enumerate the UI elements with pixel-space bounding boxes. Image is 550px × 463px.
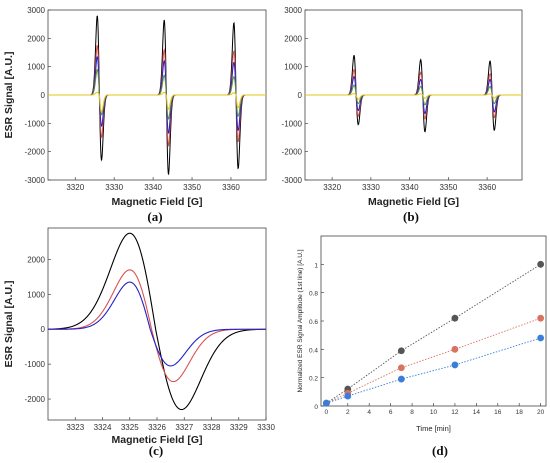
panel-a-label: (a) [147,209,162,224]
x-tick-label-d: 10 [430,409,438,416]
panel-c-label: (c) [149,443,163,458]
x-tick-label-a: 3350 [183,183,201,192]
panel-b-label: (b) [403,209,419,224]
x-tick-label-d: 16 [494,409,502,416]
series-group-c [48,232,266,411]
x-tick-label-d: 20 [537,409,545,416]
y-tick-label-c: -2000 [25,395,46,404]
series-line-b-4 [305,93,522,100]
panel-b-chart: 3320 3330 3340 3350 3360 -3000 -2000 -1000 0 1000… [282,6,523,208]
y-tick-label-a: -3000 [25,176,46,185]
data-point-d-2 [322,399,330,407]
data-point-d-1 [451,345,459,353]
series-line-c-0 [48,232,266,411]
x-tick-label-d: 2 [346,409,350,416]
y-tick-label-d: 0.6 [309,319,318,326]
y-tick-label-a: 3000 [27,6,45,15]
x-tick-label-c: 3326 [148,423,166,432]
x-tick-label-d: 6 [389,409,393,416]
x-tick-label-c: 3324 [94,423,112,432]
data-point-d-2 [397,375,405,383]
x-tick-label-c: 3325 [121,423,139,432]
panel-d-label: (d) [432,443,448,458]
y-tick-label-b: -3000 [282,176,303,185]
y-axis-label-a: ESR Signal [A.U.] [3,52,15,139]
y-tick-label-b: 3000 [284,6,302,15]
y-tick-label-b: -1000 [282,119,303,128]
data-point-d-1 [397,364,405,372]
y-tick-label-d: 0 [314,404,318,411]
y-tick-label-b: -2000 [282,148,303,157]
x-tick-label-c: 3329 [230,423,248,432]
y-tick-label-d: 0.4 [309,347,318,354]
data-point-d-0 [537,260,545,268]
y-tick-label-a: 2000 [27,34,45,43]
x-axis-label-a: Magnetic Field [G] [111,196,202,208]
x-tick-label-d: 8 [410,409,414,416]
plot-frame-c [47,227,267,421]
series-line-a-3 [48,69,266,120]
x-tick-label-d: 14 [473,409,481,416]
x-tick-label-d: 18 [516,409,524,416]
y-tick-label-a: -2000 [25,148,46,157]
x-tick-label-b: 3340 [401,183,419,192]
x-tick-label-c: 3328 [203,423,221,432]
series-line-c-2 [48,281,266,367]
data-point-d-0 [451,314,459,322]
fit-line-d-1 [326,317,541,404]
y-tick-label-d: 0.8 [309,291,318,298]
y-tick-label-c: -1000 [25,360,46,369]
panel-c-chart: 3323 3324 3325 3326 3327 3328 3329 3330 -2000 -10… [3,227,275,446]
y-tick-label-b: 1000 [284,63,302,72]
data-point-d-0 [397,347,405,355]
y-tick-label-d: 0.2 [309,376,318,383]
x-tick-label-b: 3330 [362,183,380,192]
x-tick-label-c: 3323 [66,423,84,432]
series-line-c-1 [48,269,266,383]
x-tick-label-b: 3320 [323,183,341,192]
panel-a-chart: 3320 3330 3340 3350 3360 -3000 -2000 -1000 0 1000… [3,6,267,208]
series-group-b [305,55,522,133]
series-group-a [48,15,266,176]
y-tick-label-c: 0 [41,325,46,334]
y-tick-label-a: 0 [41,91,46,100]
fit-line-d-2 [326,337,541,404]
x-tick-label-a: 3360 [222,183,240,192]
y-tick-label-a: -1000 [25,119,46,128]
y-tick-label-c: 1000 [27,290,45,299]
x-tick-label-c: 3327 [175,423,193,432]
x-axis-label-c: Magnetic Field [G] [111,434,202,446]
y-axis-label-c: ESR Signal [A.U.] [3,281,15,368]
x-tick-label-a: 3330 [105,183,123,192]
x-axis-label-d: Time [min] [416,424,451,433]
data-point-d-2 [451,361,459,369]
x-tick-label-d: 4 [367,409,371,416]
x-tick-label-d: 0 [325,409,329,416]
y-tick-label-c: 2000 [27,255,45,264]
y-axis-label-d: Normalized ESR Signal Amplitude (1st lin… [297,249,304,392]
y-tick-label-b: 2000 [284,34,302,43]
y-tick-label-a: 1000 [27,63,45,72]
y-tick-label-d: 1 [314,262,318,269]
data-point-d-2 [537,334,545,342]
x-tick-label-a: 3340 [144,183,162,192]
series-line-a-1 [48,45,266,147]
x-axis-label-b: Magnetic Field [G] [368,196,459,208]
fit-line-d-0 [326,263,541,404]
x-tick-label-b: 3350 [439,183,457,192]
x-tick-label-c: 3330 [257,423,275,432]
x-tick-label-b: 3360 [478,183,496,192]
series-line-a-4 [48,91,266,113]
plot-frame-d [320,235,547,407]
data-point-d-2 [344,392,352,400]
x-tick-label-d: 12 [451,409,459,416]
y-tick-label-b: 0 [298,91,303,100]
data-point-d-1 [537,314,545,322]
x-tick-label-a: 3320 [66,183,84,192]
panel-d-chart: 0 2 4 6 8 10 12 14 16 18 20 0 0.2 0.4 0.6 0.8 1 Time [min… [297,235,547,433]
